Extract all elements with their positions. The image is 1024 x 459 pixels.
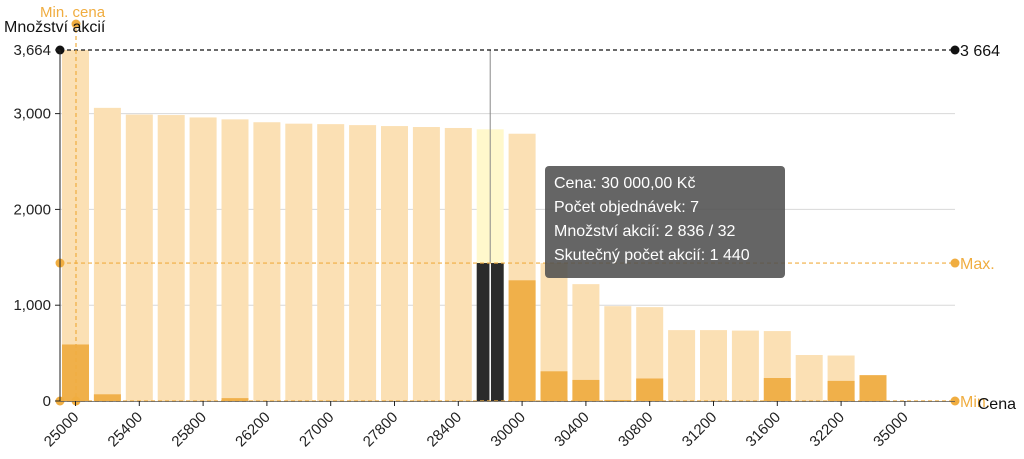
bar-actual-shares [572, 379, 600, 401]
bar-actual-shares [221, 398, 249, 401]
min-price-label: Min. cena [40, 4, 106, 21]
x-tick-label: 32200 [806, 409, 848, 451]
tooltip-price: Cena: 30 000,00 Kč [554, 175, 696, 192]
x-tick-label: 25400 [105, 409, 147, 451]
y-tick-label: 3,000 [13, 106, 51, 123]
bar-share-quantity [412, 127, 440, 401]
max-quantity-dot-right [950, 45, 960, 55]
bar-actual-shares [827, 380, 855, 401]
bar-share-quantity [125, 114, 153, 401]
bar-actual-shares [604, 400, 632, 401]
price-tooltip: Cena: 30 000,00 Kč Počet objednávek: 7 M… [545, 166, 785, 278]
x-tick-label: 31600 [743, 409, 785, 451]
bar-share-quantity [189, 117, 217, 402]
bar-share-quantity [668, 330, 696, 401]
bar-share-quantity [444, 127, 472, 402]
bar-share-quantity [604, 306, 632, 401]
max-label: Max. [960, 256, 995, 273]
x-tick-label: 25800 [168, 409, 210, 451]
max-quantity-label: 3 664 [960, 43, 1000, 60]
max-dot-right [950, 258, 960, 268]
bar-actual-shares [508, 280, 536, 401]
x-tick-label: 27000 [296, 409, 338, 451]
reference-lines: 3 664 Max. Min. Min. cena [40, 4, 1000, 411]
bar-share-quantity [285, 123, 313, 401]
bars [62, 50, 887, 402]
tooltip-actual-shares: Skutečný počet akcií: 1 440 [554, 247, 750, 264]
x-tick-label: 30800 [615, 409, 657, 451]
bar-actual-shares [93, 394, 121, 401]
y-tick-label: 1,000 [13, 297, 51, 314]
x-tick-label: 30400 [551, 409, 593, 451]
x-tick-label: 25000 [41, 409, 83, 451]
x-tick-label: 35000 [870, 409, 912, 451]
bar-actual-shares [540, 371, 568, 401]
y-tick-label: 2,000 [13, 201, 51, 218]
bar-actual-shares [636, 378, 664, 401]
bar-actual-shares [763, 378, 791, 401]
min-label: Min. [960, 394, 990, 411]
bar-share-quantity [93, 107, 121, 401]
bar-share-quantity [731, 330, 759, 401]
bar-share-quantity [221, 119, 249, 401]
bar-actual-shares [859, 375, 887, 401]
tooltip-share-quantity: Množství akcií: 2 836 / 32 [554, 223, 736, 240]
bar-share-quantity [157, 115, 185, 401]
bar-share-quantity [795, 355, 823, 401]
x-tick-label: 27800 [360, 409, 402, 451]
tooltip-order-count: Počet objednávek: 7 [554, 199, 699, 216]
y-axis-title: Množství akcií [4, 19, 106, 36]
x-tick-label: 30000 [487, 409, 529, 451]
x-tick-label: 31200 [679, 409, 721, 451]
bar-share-quantity [253, 122, 281, 401]
x-tick-label: 26200 [232, 409, 274, 451]
y-tick-label: 3,664 [13, 42, 51, 59]
min-dot-right [950, 396, 960, 406]
y-tick-label: 0 [43, 393, 51, 410]
x-tick-label: 28400 [424, 409, 466, 451]
x-axis-title: Cena [978, 396, 1016, 413]
min-price-dot-top [71, 19, 81, 29]
bar-share-quantity [700, 330, 727, 401]
